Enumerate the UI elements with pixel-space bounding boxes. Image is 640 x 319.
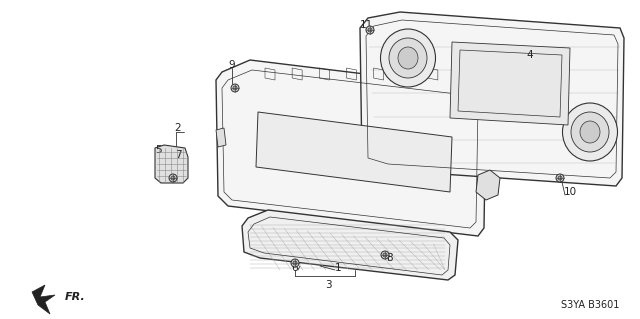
- Text: S3YA B3601: S3YA B3601: [561, 300, 619, 310]
- Circle shape: [556, 174, 564, 182]
- Text: 3: 3: [324, 280, 332, 290]
- Ellipse shape: [381, 29, 435, 87]
- Text: 9: 9: [228, 60, 236, 70]
- Text: 4: 4: [527, 50, 533, 60]
- Text: 10: 10: [563, 187, 577, 197]
- Circle shape: [293, 261, 297, 265]
- Circle shape: [169, 174, 177, 182]
- Text: 5: 5: [155, 145, 161, 155]
- Circle shape: [558, 176, 562, 180]
- Polygon shape: [256, 112, 452, 192]
- Text: 2: 2: [175, 123, 181, 133]
- Polygon shape: [216, 128, 226, 147]
- Ellipse shape: [389, 38, 427, 78]
- Polygon shape: [476, 170, 500, 200]
- Circle shape: [171, 176, 175, 180]
- Text: 11: 11: [360, 20, 372, 30]
- Polygon shape: [32, 285, 55, 314]
- Circle shape: [233, 86, 237, 90]
- Polygon shape: [242, 210, 458, 280]
- Circle shape: [383, 253, 387, 257]
- Text: 8: 8: [387, 253, 394, 263]
- Text: 6: 6: [292, 263, 298, 273]
- Text: 7: 7: [175, 150, 181, 160]
- Ellipse shape: [563, 103, 618, 161]
- Polygon shape: [360, 12, 624, 186]
- Ellipse shape: [580, 121, 600, 143]
- Ellipse shape: [398, 47, 418, 69]
- Text: FR.: FR.: [65, 292, 86, 302]
- Circle shape: [231, 84, 239, 92]
- Circle shape: [366, 26, 374, 34]
- Polygon shape: [155, 145, 188, 183]
- Circle shape: [381, 251, 389, 259]
- Polygon shape: [216, 60, 486, 236]
- Circle shape: [368, 28, 372, 32]
- Text: 1: 1: [335, 263, 341, 273]
- Circle shape: [291, 259, 299, 267]
- Ellipse shape: [571, 112, 609, 152]
- Polygon shape: [450, 42, 570, 125]
